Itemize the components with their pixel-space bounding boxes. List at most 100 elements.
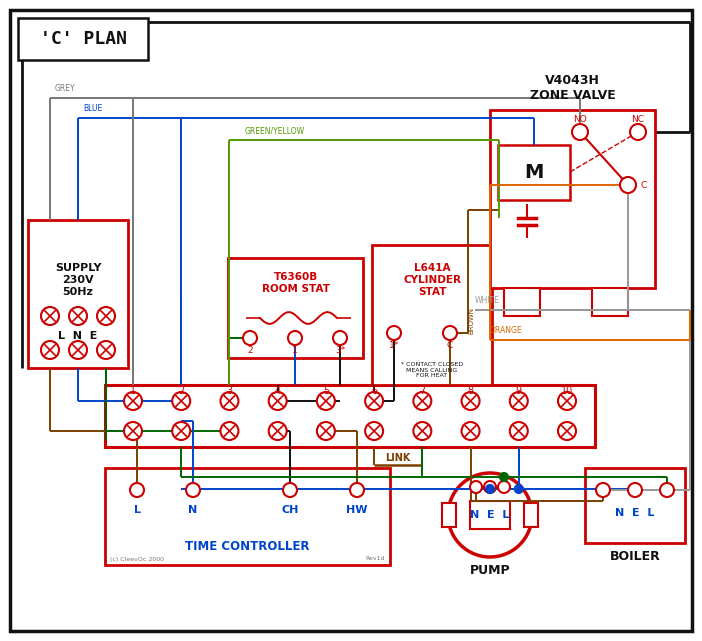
FancyBboxPatch shape <box>592 288 628 316</box>
Text: N: N <box>188 505 198 515</box>
Circle shape <box>283 483 297 497</box>
Text: 10: 10 <box>561 386 573 396</box>
FancyBboxPatch shape <box>442 503 456 527</box>
Text: SUPPLY
230V
50Hz: SUPPLY 230V 50Hz <box>55 263 101 297</box>
Circle shape <box>220 392 239 410</box>
Text: WHITE: WHITE <box>475 296 500 305</box>
Text: HW: HW <box>346 505 368 515</box>
Circle shape <box>124 392 142 410</box>
Text: 8: 8 <box>468 386 474 396</box>
Text: BLUE: BLUE <box>83 104 102 113</box>
Text: ORANGE: ORANGE <box>490 326 522 335</box>
Circle shape <box>572 124 588 140</box>
Circle shape <box>186 483 200 497</box>
Circle shape <box>97 307 115 325</box>
Text: 2: 2 <box>247 345 253 354</box>
FancyBboxPatch shape <box>504 288 540 316</box>
Text: PUMP: PUMP <box>470 565 510 578</box>
Circle shape <box>350 483 364 497</box>
Circle shape <box>172 422 190 440</box>
Text: M: M <box>524 163 543 181</box>
Text: GREEN/YELLOW: GREEN/YELLOW <box>245 126 305 135</box>
Circle shape <box>124 422 142 440</box>
Circle shape <box>97 341 115 359</box>
FancyBboxPatch shape <box>28 220 128 368</box>
Text: L: L <box>133 505 140 515</box>
Text: LINK: LINK <box>385 453 411 463</box>
Circle shape <box>269 422 286 440</box>
Text: C: C <box>641 181 647 190</box>
FancyBboxPatch shape <box>470 501 510 529</box>
Circle shape <box>620 177 636 193</box>
Text: 1: 1 <box>130 386 136 396</box>
Text: GREY: GREY <box>55 84 76 93</box>
FancyBboxPatch shape <box>585 468 685 543</box>
Text: 'C' PLAN: 'C' PLAN <box>39 30 126 48</box>
FancyBboxPatch shape <box>372 245 492 385</box>
Text: L641A
CYLINDER
STAT: L641A CYLINDER STAT <box>403 263 461 297</box>
Text: BOILER: BOILER <box>609 551 661 563</box>
Circle shape <box>243 331 257 345</box>
Text: (c) CleevOc 2000: (c) CleevOc 2000 <box>110 556 164 562</box>
Text: V4043H
ZONE VALVE: V4043H ZONE VALVE <box>529 74 616 102</box>
Circle shape <box>220 422 239 440</box>
Circle shape <box>461 422 479 440</box>
Circle shape <box>558 392 576 410</box>
Text: 7: 7 <box>419 386 425 396</box>
Circle shape <box>269 392 286 410</box>
Text: 2: 2 <box>178 386 185 396</box>
FancyBboxPatch shape <box>228 258 363 358</box>
Circle shape <box>630 124 646 140</box>
Text: 1*: 1* <box>389 340 399 349</box>
Circle shape <box>413 422 431 440</box>
Circle shape <box>365 392 383 410</box>
Circle shape <box>510 422 528 440</box>
Circle shape <box>41 341 59 359</box>
Text: L  N  E: L N E <box>58 331 98 341</box>
Text: 5: 5 <box>323 386 329 396</box>
Text: N  E  L: N E L <box>470 510 510 520</box>
FancyBboxPatch shape <box>490 110 655 288</box>
Text: 6: 6 <box>371 386 377 396</box>
FancyBboxPatch shape <box>105 385 595 447</box>
Circle shape <box>41 307 59 325</box>
FancyBboxPatch shape <box>10 10 692 631</box>
Circle shape <box>365 422 383 440</box>
Circle shape <box>317 422 335 440</box>
Circle shape <box>470 481 482 493</box>
Text: 1: 1 <box>292 345 298 354</box>
Text: N  E  L: N E L <box>616 508 655 519</box>
Text: C: C <box>447 340 453 349</box>
FancyBboxPatch shape <box>524 503 538 527</box>
Circle shape <box>413 392 431 410</box>
Circle shape <box>443 326 457 340</box>
Text: CH: CH <box>282 505 298 515</box>
Circle shape <box>461 392 479 410</box>
Circle shape <box>69 307 87 325</box>
Text: BROWN: BROWN <box>468 306 474 333</box>
Text: 3*: 3* <box>335 345 345 354</box>
Circle shape <box>288 331 302 345</box>
Circle shape <box>130 483 144 497</box>
Circle shape <box>498 481 510 493</box>
Text: T6360B
ROOM STAT: T6360B ROOM STAT <box>262 272 329 294</box>
Circle shape <box>387 326 401 340</box>
Text: NO: NO <box>573 115 587 124</box>
Text: 4: 4 <box>274 386 281 396</box>
Text: 3: 3 <box>226 386 232 396</box>
Text: Rev1d: Rev1d <box>366 556 385 562</box>
FancyBboxPatch shape <box>18 18 148 60</box>
Circle shape <box>515 485 523 493</box>
Circle shape <box>448 473 532 557</box>
Circle shape <box>628 483 642 497</box>
Text: TIME CONTROLLER: TIME CONTROLLER <box>185 540 310 553</box>
Circle shape <box>172 392 190 410</box>
Circle shape <box>660 483 674 497</box>
Circle shape <box>333 331 347 345</box>
FancyBboxPatch shape <box>498 145 570 200</box>
Circle shape <box>69 341 87 359</box>
Circle shape <box>596 483 610 497</box>
Text: 9: 9 <box>516 386 522 396</box>
Circle shape <box>510 392 528 410</box>
Text: NC: NC <box>632 115 644 124</box>
